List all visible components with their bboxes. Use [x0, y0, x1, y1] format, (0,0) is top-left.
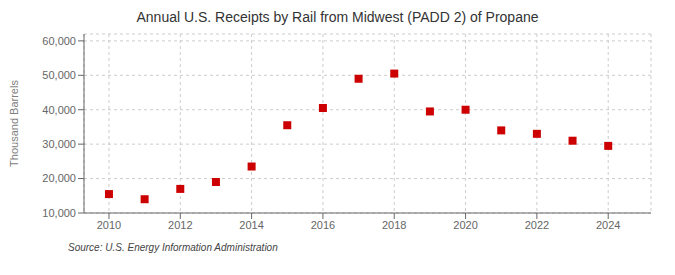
svg-text:2024: 2024: [596, 219, 620, 231]
svg-text:60,000: 60,000: [42, 35, 76, 47]
svg-text:2020: 2020: [453, 219, 477, 231]
svg-text:2018: 2018: [382, 219, 406, 231]
svg-text:50,000: 50,000: [42, 69, 76, 81]
svg-text:30,000: 30,000: [42, 138, 76, 150]
svg-text:2022: 2022: [525, 219, 549, 231]
svg-text:10,000: 10,000: [42, 207, 76, 219]
svg-text:2014: 2014: [239, 219, 263, 231]
html-text:Annual U.S. Receipts by Rail f: Annual U.S. Receipts by Rail from Midwes…: [136, 9, 539, 25]
svg-text:2016: 2016: [311, 219, 335, 231]
svg-text:Thousand Barrels: Thousand Barrels: [8, 80, 20, 167]
html-text:Source: U.S. Energy Informatio: Source: U.S. Energy Information Administ…: [68, 242, 278, 253]
svg-text:2012: 2012: [168, 219, 192, 231]
svg-text:20,000: 20,000: [42, 172, 76, 184]
svg-text:2010: 2010: [97, 219, 121, 231]
svg-text:40,000: 40,000: [42, 104, 76, 116]
